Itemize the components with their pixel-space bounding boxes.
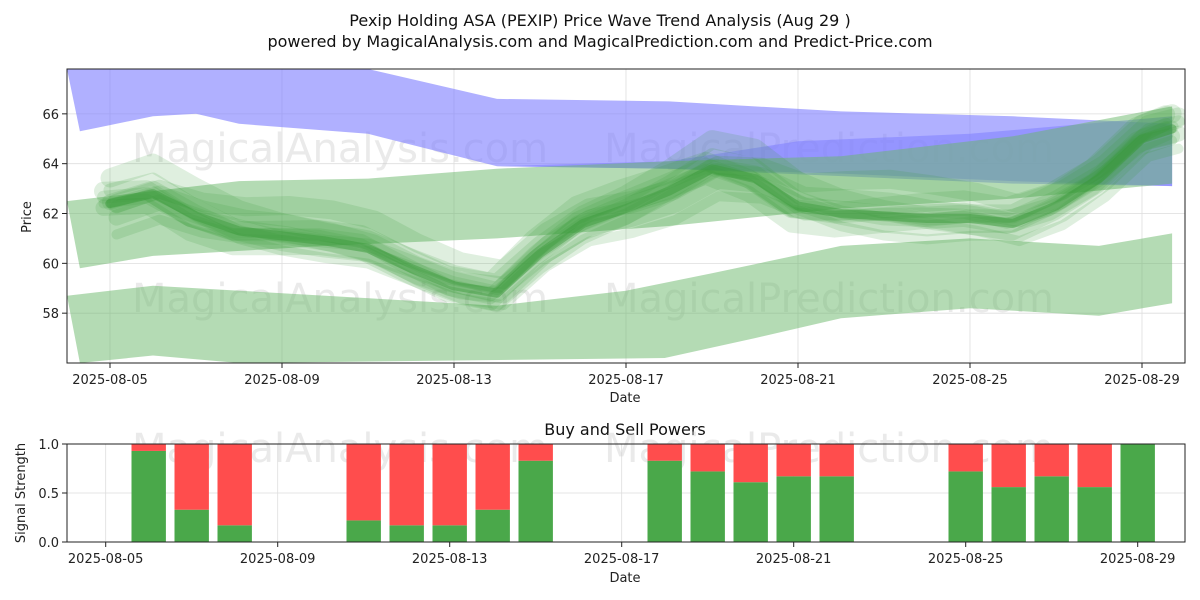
chart-title: Pexip Holding ASA (PEXIP) Price Wave Tre… — [349, 11, 850, 30]
buy-bar — [518, 460, 553, 542]
sell-bar — [1034, 444, 1069, 477]
signal-x-tick-label: 2025-08-13 — [412, 552, 488, 567]
buy-bar — [1120, 444, 1155, 542]
wave-center-line — [105, 124, 1177, 298]
buy-bar — [776, 476, 811, 542]
wave-line — [111, 143, 1184, 311]
price-x-tick-label: 2025-08-13 — [416, 373, 492, 388]
wave-line — [105, 135, 1178, 312]
sell-bar — [1077, 444, 1112, 488]
price-x-tick-label: 2025-08-17 — [588, 373, 664, 388]
signal-y-tick-label: 0.5 — [38, 487, 59, 502]
signal-title: Buy and Sell Powers — [544, 420, 706, 439]
price-axes: 2025-08-05 2025-08-09 2025-08-13 2025-08-17… — [42, 68, 1186, 388]
buy-bar — [174, 509, 209, 542]
wave-line — [95, 125, 1174, 311]
wave-line — [107, 107, 1185, 280]
price-y-tick-label: 62 — [42, 208, 59, 223]
signal-axes: 2025-08-05 2025-08-09 2025-08-13 2025-08-17… — [38, 438, 1186, 567]
green-band — [67, 106, 1173, 269]
sell-bar — [819, 444, 854, 477]
sell-bar — [733, 444, 768, 483]
signal-x-tick-label: 2025-08-21 — [756, 552, 832, 567]
buy-bar — [690, 471, 725, 542]
sell-bar — [991, 444, 1026, 488]
buy-bar — [948, 471, 983, 542]
price-ylabel: Price — [20, 201, 35, 233]
price-y-tick-label: 60 — [42, 257, 59, 272]
price-y-tick-label: 58 — [42, 307, 59, 322]
price-panel: MagicalAnalysis.com MagicalPrediction.co… — [20, 68, 1186, 406]
price-y-tick-label: 64 — [42, 158, 59, 173]
wave-line — [97, 117, 1173, 302]
buy-bar — [217, 525, 252, 542]
buy-bar — [1077, 487, 1112, 542]
price-y-tick-label: 66 — [42, 108, 59, 123]
buy-bar — [819, 476, 854, 542]
signal-y-tick-label: 0.0 — [38, 536, 59, 551]
signal-x-tick-label: 2025-08-05 — [68, 552, 144, 567]
sell-bar — [475, 444, 510, 510]
buy-bar — [733, 482, 768, 542]
wave-line — [108, 125, 1185, 304]
buy-bar — [475, 509, 510, 542]
signal-frame — [66, 443, 1186, 543]
sell-bar — [948, 444, 983, 472]
signal-bars — [131, 444, 1155, 542]
buy-bar — [389, 525, 424, 542]
sell-bar — [217, 444, 252, 526]
wave-line — [98, 120, 1171, 305]
price-frame — [66, 68, 1186, 364]
wave-line — [102, 128, 1181, 302]
sell-bar — [647, 444, 682, 461]
sell-bar — [690, 444, 725, 472]
sell-bar — [389, 444, 424, 526]
signal-x-tick-label: 2025-08-09 — [240, 552, 316, 567]
signal-x-tick-label: 2025-08-17 — [584, 552, 660, 567]
sell-bar — [518, 444, 553, 461]
price-x-tick-label: 2025-08-05 — [72, 373, 148, 388]
price-bands — [67, 69, 1173, 363]
wave-line — [100, 104, 1182, 293]
chart-subtitle: powered by MagicalAnalysis.com and Magic… — [267, 32, 932, 51]
signal-x-tick-label: 2025-08-29 — [1100, 552, 1176, 567]
green-band — [67, 233, 1173, 363]
signal-xlabel: Date — [609, 571, 640, 586]
price-x-tick-label: 2025-08-25 — [932, 373, 1008, 388]
buy-bar — [131, 450, 166, 542]
price-x-tick-label: 2025-08-21 — [760, 373, 836, 388]
buy-bar — [991, 487, 1026, 542]
signal-ylabel: Signal Strength — [14, 443, 29, 543]
wave-line — [94, 105, 1176, 292]
buy-bar — [1034, 476, 1069, 542]
sell-bar — [776, 444, 811, 477]
price-waves — [94, 104, 1185, 312]
sell-bar — [432, 444, 467, 526]
price-x-tick-label: 2025-08-09 — [244, 373, 320, 388]
buy-bar — [647, 460, 682, 542]
sell-bar — [131, 444, 166, 451]
buy-bar — [346, 520, 381, 542]
price-xlabel: Date — [609, 391, 640, 406]
wave-line — [110, 115, 1185, 290]
price-x-tick-label: 2025-08-29 — [1104, 373, 1180, 388]
sell-bar — [174, 444, 209, 510]
wave-line — [103, 120, 1179, 295]
signal-panel: Buy and Sell Powers MagicalAnalysis.com … — [14, 420, 1186, 586]
signal-y-tick-label: 1.0 — [38, 438, 59, 453]
buy-bar — [432, 525, 467, 542]
sell-bar — [346, 444, 381, 521]
signal-x-tick-label: 2025-08-25 — [928, 552, 1004, 567]
